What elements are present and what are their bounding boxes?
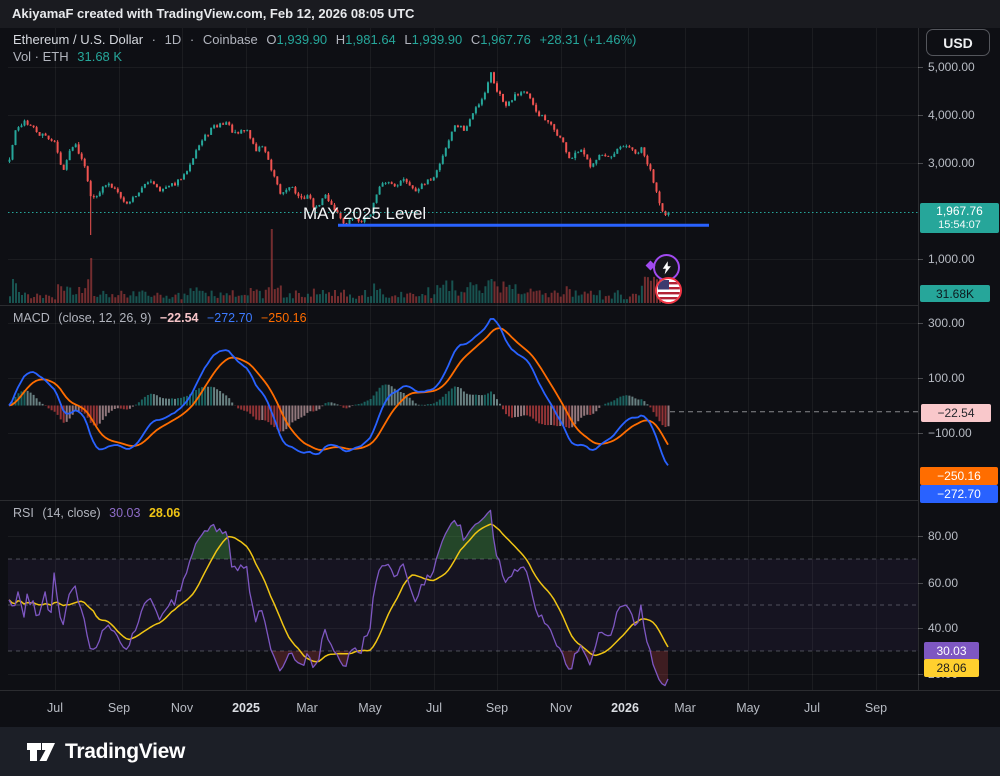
rsi-badge: 30.03 [924,642,979,660]
price-axis-labels[interactable]: 5,000.00 4,000.00 3,000.00 1,000.00 300.00 10… [918,60,975,681]
macd-legend[interactable]: MACD (close, 12, 26, 9) −22.54 −272.70 −… [13,311,307,325]
price-tick-label: 300.00 [928,316,965,330]
low-value: 1,939.90 [412,32,463,47]
rsi-legend[interactable]: RSI (14, close) 30.03 28.06 [13,506,180,520]
us-flag-glyph [658,280,680,302]
change-value: +28.31 (+1.46%) [540,32,637,47]
time-tick-label: Sep [486,701,508,715]
drawing-label-may-2025-level[interactable]: MAY 2025 Level [303,204,426,224]
macd-line-badge-value: −272.70 [937,487,981,501]
legend-separator: · [190,32,194,47]
macd-signal-badge-value: −250.16 [937,469,981,483]
close-value: 1,967.76 [480,32,531,47]
bar-countdown: 15:54:07 [938,218,981,232]
time-tick-label: Sep [865,701,887,715]
rsi-title: RSI [13,506,34,520]
rsi-value: 30.03 [109,506,140,520]
volume-legend[interactable]: Vol · ETH 31.68 K [13,49,122,64]
rsi-ma-badge-value: 28.06 [936,661,966,675]
volume-badge-value: 31.68K [936,287,974,301]
rsi-params: (14, close) [42,506,100,520]
time-tick-label: 2026 [611,701,639,715]
macd-line-value: −272.70 [207,311,253,325]
price-tick-label: 1,000.00 [928,252,975,266]
tradingview-snapshot: AkiyamaF created with TradingView.com, F… [0,0,1000,776]
rsi-badge-value: 30.03 [936,644,966,658]
tradingview-brand-text[interactable]: TradingView [65,740,185,764]
rsi-ma-value: 28.06 [149,506,180,520]
open-label: O [266,32,276,47]
macd-title: MACD [13,311,50,325]
lightning-bolt-glyph [659,260,674,275]
time-tick-label: Nov [171,701,194,715]
interval-label: 1D [165,32,182,47]
price-tick-label: −100.00 [928,426,972,440]
time-tick-label: Jul [426,701,442,715]
macd-signal-badge: −250.16 [920,467,998,485]
price-tick-label: 60.00 [928,576,958,590]
low-label: L [404,32,411,47]
time-tick-label: 2025 [232,701,260,715]
price-overlays [8,213,918,226]
time-tick-label: Jul [804,701,820,715]
time-tick-label: May [736,701,760,715]
price-tick-label: 100.00 [928,371,965,385]
currency-toggle-label: USD [943,35,973,51]
macd-signal-value: −250.16 [261,311,307,325]
legend-separator: · [152,32,156,47]
volume-badge: 31.68K [920,285,990,302]
attribution-text: AkiyamaF created with TradingView.com, F… [12,6,414,21]
volume-series [9,229,670,303]
last-price-badge[interactable]: 1,967.76 15:54:07 [920,203,999,233]
high-value: 1,981.64 [345,32,396,47]
price-tick-label: 80.00 [928,529,958,543]
symbol-legend[interactable]: Ethereum / U.S. Dollar · 1D · Coinbase O… [13,32,636,47]
footer-bar: TradingView [0,727,1000,776]
time-tick-label: Mar [296,701,318,715]
currency-toggle-button[interactable]: USD [926,29,990,56]
macd-hist-value: −22.54 [160,311,199,325]
open-value: 1,939.90 [277,32,328,47]
volume-value: 31.68 K [77,49,122,64]
symbol-title: Ethereum / U.S. Dollar [13,32,143,47]
time-tick-label: Sep [108,701,130,715]
last-price-value: 1,967.76 [936,204,983,218]
time-tick-label: May [358,701,382,715]
exchange-label: Coinbase [203,32,258,47]
us-flag-event-icon[interactable] [655,277,682,304]
high-label: H [336,32,345,47]
chart-canvas[interactable]: 5,000.00 4,000.00 3,000.00 1,000.00 300.00 10… [0,28,1000,727]
time-axis[interactable]: Jul Sep Nov 2025 Mar May Jul Sep Nov 2026 Mar May Ju… [47,701,887,715]
tradingview-logo-icon[interactable] [26,740,56,764]
price-tick-label: 3,000.00 [928,156,975,170]
time-tick-label: Mar [674,701,696,715]
macd-hist-badge: −22.54 [921,404,991,422]
time-tick-label: Jul [47,701,63,715]
time-tick-label: Nov [550,701,573,715]
price-tick-label: 5,000.00 [928,60,975,74]
macd-hist-badge-value: −22.54 [937,406,974,420]
rsi-ma-badge: 28.06 [924,659,979,677]
volume-label: Vol · ETH [13,49,69,64]
macd-line-badge: −272.70 [920,485,998,503]
price-tick-label: 40.00 [928,621,958,635]
macd-params: (close, 12, 26, 9) [58,311,151,325]
macd-series [9,319,670,466]
close-label: C [471,32,480,47]
price-tick-label: 4,000.00 [928,108,975,122]
attribution-bar: AkiyamaF created with TradingView.com, F… [0,0,1000,28]
